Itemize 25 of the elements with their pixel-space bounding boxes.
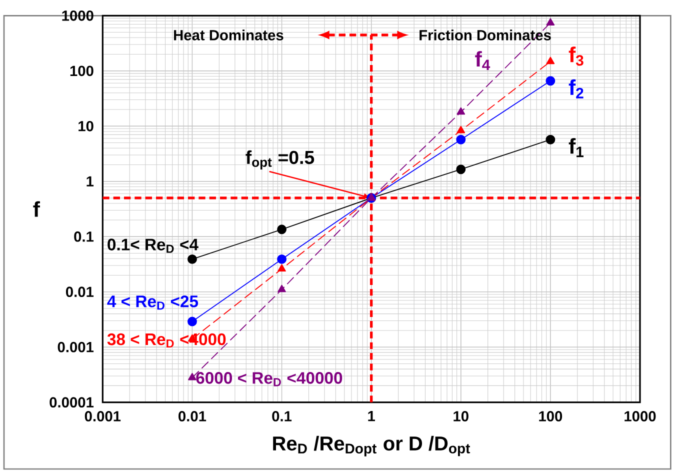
annotation: 4 < Re$_{D}$ <25 xyxy=(107,296,198,310)
annotation: 0.1< Re$_{D}$ <4 xyxy=(108,238,198,253)
annotation: 6000 < Re$_{D}$ <40000 xyxy=(196,372,342,386)
y-tick-label: 1000 xyxy=(62,10,94,21)
series-label: f$_{2}$ xyxy=(568,79,584,98)
y-tick-label: 100 xyxy=(70,66,94,76)
series-label: f$_{3}$ xyxy=(568,46,584,66)
x-tick-label: 100 xyxy=(539,411,562,422)
annotation: Heat Dominates xyxy=(174,30,284,40)
y-tick-label: 0.1 xyxy=(74,231,94,242)
series-label: f$_{1}$ xyxy=(568,138,584,158)
x-tick-label: 0.01 xyxy=(178,411,206,422)
y-tick-label: 0.01 xyxy=(66,286,94,298)
y-tick-label: 1 xyxy=(86,176,94,186)
x-tick-label: 10 xyxy=(454,411,468,422)
y-tick-label: 0.001 xyxy=(58,342,94,352)
y-tick-label: 0.0001 xyxy=(50,397,94,408)
y-tick-label: 10 xyxy=(78,120,94,132)
text: Re$_{D}$ /Re$_{Dopt}$ or D /D$_{opt}$ xyxy=(273,436,470,456)
series-label: f$_{4}$ xyxy=(475,51,490,70)
x-tick-label: 1000 xyxy=(624,411,656,422)
x-tick-label: 1 xyxy=(368,411,375,422)
x-tick-label: 0.1 xyxy=(272,411,292,422)
annotation: f$_{opt}$ =0.5 xyxy=(246,150,314,170)
y-axis-title: f xyxy=(33,201,40,217)
